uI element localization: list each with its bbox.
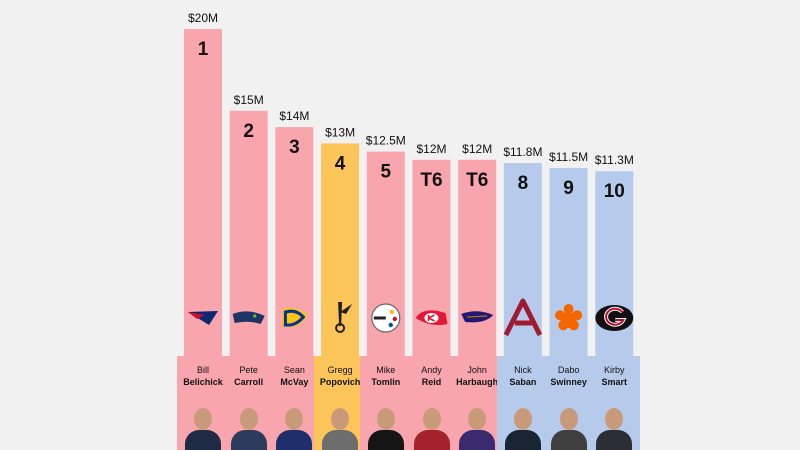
steelers-logo bbox=[371, 303, 401, 333]
coach-name: John Harbaugh bbox=[451, 364, 503, 388]
coach-photo bbox=[229, 402, 269, 450]
ravens-logo bbox=[461, 311, 494, 323]
value-label: $12.5M bbox=[366, 134, 406, 148]
patriots-logo bbox=[188, 311, 218, 325]
coach-last-name: Smart bbox=[601, 377, 628, 387]
coach-card: Sean McVay bbox=[268, 356, 321, 450]
value-label: $11.3M bbox=[595, 153, 634, 167]
coach-name: Pete Carroll bbox=[223, 364, 275, 388]
coach-first-name: Andy bbox=[421, 365, 442, 375]
rank-label: 1 bbox=[198, 39, 209, 60]
coach-photo bbox=[320, 402, 360, 450]
seahawks-logo bbox=[232, 311, 265, 324]
coach-last-name: Swinney bbox=[550, 377, 587, 387]
clemson-logo bbox=[555, 304, 583, 331]
coach-name: Kirby Smart bbox=[588, 364, 640, 388]
coach-photo bbox=[457, 402, 497, 450]
value-label: $14M bbox=[279, 109, 309, 123]
coach-name: Nick Saban bbox=[497, 364, 549, 388]
coach-last-name: Saban bbox=[509, 377, 537, 387]
coach-photo bbox=[274, 402, 314, 450]
coach-card: Mike Tomlin bbox=[359, 356, 412, 450]
coach-card: Gregg Popovich bbox=[314, 356, 367, 450]
coach-photo bbox=[183, 402, 223, 450]
coach-card: Bill Belichick bbox=[177, 356, 229, 450]
bar-harbaugh bbox=[458, 159, 497, 356]
value-label: $13M bbox=[325, 125, 355, 139]
coach-name: Sean McVay bbox=[268, 364, 320, 388]
coach-card: Pete Carroll bbox=[222, 356, 275, 450]
coach-first-name: Nick bbox=[514, 365, 532, 375]
coach-first-name: Pete bbox=[239, 365, 258, 375]
coach-card: John Harbaugh bbox=[451, 356, 504, 450]
coach-last-name: Popovich bbox=[319, 377, 361, 387]
coach-last-name: Carroll bbox=[234, 377, 264, 387]
rank-label: T6 bbox=[420, 170, 442, 191]
alabama-logo bbox=[503, 298, 543, 337]
coach-photo bbox=[503, 402, 543, 450]
coach-card: Nick Saban bbox=[496, 356, 549, 450]
coach-first-name: Sean bbox=[283, 365, 305, 375]
coach-name: Gregg Popovich bbox=[314, 364, 366, 388]
bar-belichick bbox=[184, 29, 222, 356]
georgia-logo bbox=[595, 305, 634, 331]
rank-label: 8 bbox=[518, 173, 529, 194]
coach-card: Kirby Smart bbox=[588, 356, 641, 450]
coach-card: Dabo Swinney bbox=[542, 356, 595, 450]
coach-last-name: Belichick bbox=[183, 377, 223, 387]
coach-first-name: Dabo bbox=[557, 365, 580, 375]
value-label: $11.8M bbox=[503, 145, 542, 159]
coach-name: Andy Reid bbox=[406, 364, 458, 388]
rank-label: T6 bbox=[466, 170, 488, 191]
coach-name: Bill Belichick bbox=[177, 364, 229, 388]
coach-photo bbox=[412, 402, 452, 450]
coach-last-name: Tomlin bbox=[371, 377, 401, 387]
value-label: $15M bbox=[234, 93, 264, 107]
rank-label: 4 bbox=[335, 153, 346, 174]
coach-first-name: Gregg bbox=[327, 365, 353, 375]
coach-photo bbox=[594, 402, 634, 450]
coach-photo bbox=[366, 402, 406, 450]
rank-label: 10 bbox=[604, 181, 625, 202]
coach-first-name: Kirby bbox=[604, 365, 625, 375]
coach-last-name: Reid bbox=[421, 377, 442, 387]
rank-label: 2 bbox=[243, 121, 254, 142]
rank-label: 9 bbox=[563, 178, 574, 199]
rank-label: 5 bbox=[381, 162, 392, 183]
coach-name: Dabo Swinney bbox=[543, 364, 595, 388]
value-label: $20M bbox=[188, 11, 218, 25]
value-label: $12M bbox=[416, 142, 446, 156]
coach-last-name: McVay bbox=[280, 377, 309, 387]
value-label: $11.5M bbox=[549, 150, 588, 164]
coach-photo bbox=[549, 402, 589, 450]
coach-name: Mike Tomlin bbox=[360, 364, 412, 388]
spurs-logo bbox=[335, 302, 353, 333]
coach-first-name: John bbox=[467, 365, 487, 375]
rams-logo bbox=[282, 307, 308, 327]
coach-last-name: Harbaugh bbox=[456, 377, 499, 387]
value-label: $12M bbox=[462, 142, 492, 156]
rank-label: 3 bbox=[289, 137, 300, 158]
coach-first-name: Bill bbox=[196, 365, 209, 375]
coach-first-name: Mike bbox=[376, 365, 396, 375]
coach-card: Andy Reid bbox=[405, 356, 458, 450]
chiefs-logo bbox=[415, 310, 448, 326]
